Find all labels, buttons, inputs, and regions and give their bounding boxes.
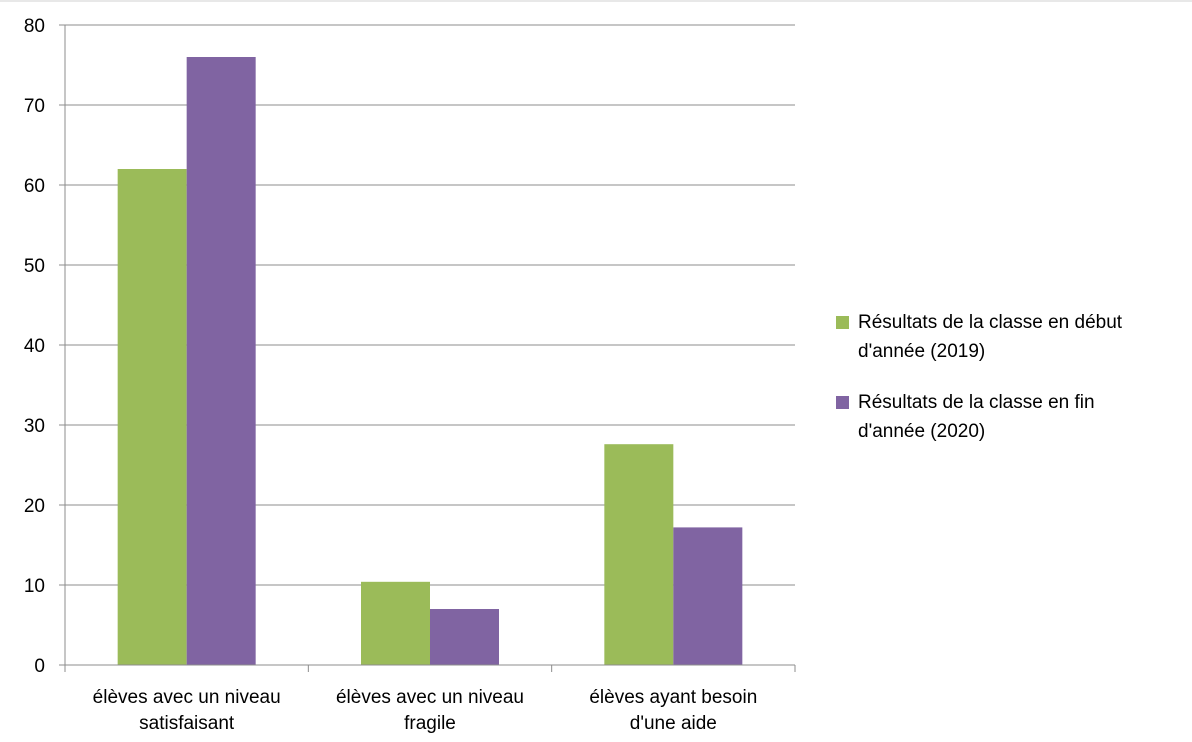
x-category-label: satisfaisant (139, 713, 235, 734)
legend-swatch-1 (836, 316, 849, 329)
y-tick-label: 50 (24, 256, 45, 277)
bar-series-1-cat-3 (604, 444, 674, 665)
y-tick-label: 60 (24, 176, 45, 197)
x-category-label: élèves avec un niveau (336, 687, 524, 708)
bar-series-1-cat-2 (361, 581, 430, 665)
legend-swatch-2 (836, 396, 849, 409)
bar-series-2-cat-1 (186, 57, 256, 665)
y-tick-label: 30 (24, 416, 45, 437)
y-tick-label: 40 (24, 336, 45, 357)
bars (117, 57, 743, 665)
y-tick-label: 20 (24, 496, 45, 517)
x-category-label: élèves avec un niveau (93, 687, 281, 708)
legend-label-2: Résultats de la classe en fin (858, 392, 1095, 413)
x-category-label: d'une aide (630, 713, 717, 734)
bar-series-2-cat-2 (430, 609, 499, 665)
legend-label-1: Résultats de la classe en début (858, 312, 1123, 333)
axes: 0 10 20 30 40 50 60 70 80 élèves avec un niveau sa… (24, 16, 796, 734)
bar-series-2-cat-3 (673, 527, 743, 665)
x-category-label: fragile (404, 713, 456, 734)
bar-series-1-cat-1 (117, 169, 187, 665)
y-tick-label: 10 (24, 576, 45, 597)
x-category-label: élèves ayant besoin (589, 687, 757, 708)
y-tick-label: 70 (24, 96, 45, 117)
legend-label-2: d'année (2020) (858, 421, 985, 442)
y-tick-label: 80 (24, 16, 45, 37)
y-tick-label: 0 (34, 656, 45, 677)
legend: Résultats de la classe en début d'année (… (836, 312, 1123, 442)
legend-label-1: d'année (2019) (858, 341, 985, 362)
